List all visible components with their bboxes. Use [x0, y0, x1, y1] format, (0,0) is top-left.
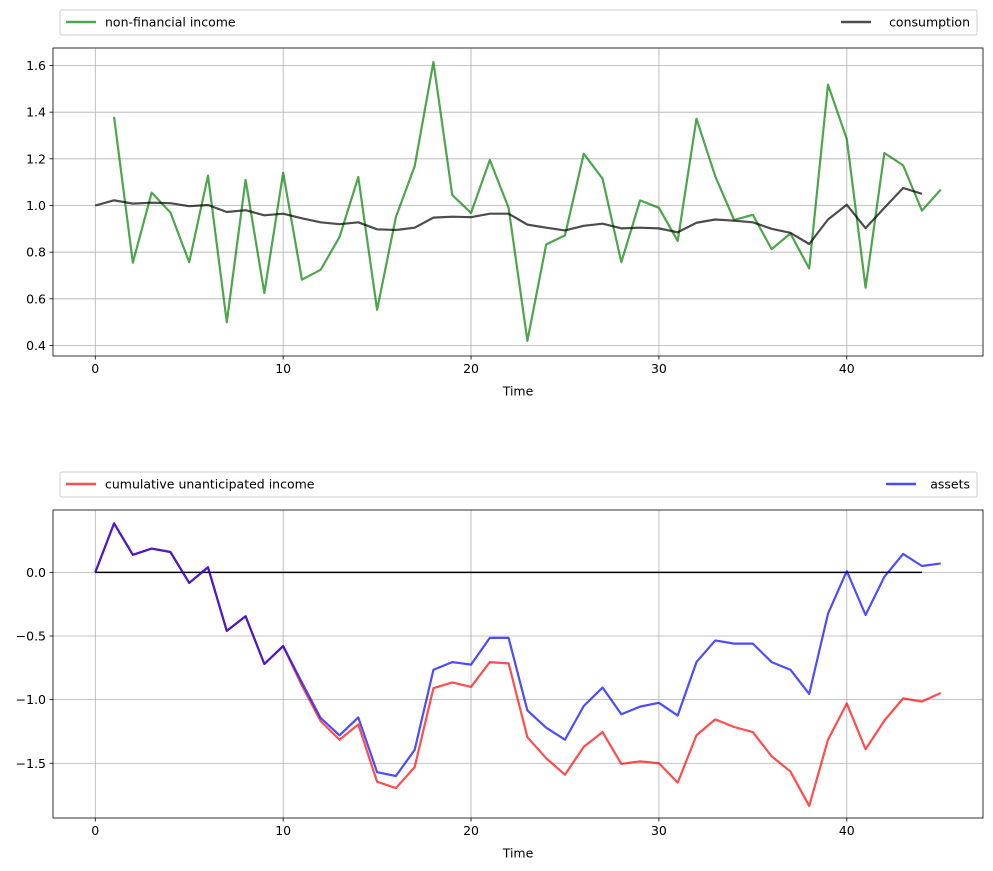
series-line-non-financial-income	[112, 60, 942, 342]
legend-label-consumption: consumption	[889, 15, 970, 30]
y-tick-label: 1.6	[26, 58, 46, 73]
y-tick-label: 1.4	[26, 105, 46, 120]
legend-label-non-financial-income: non-financial income	[105, 15, 236, 30]
x-tick-label: 30	[651, 361, 667, 376]
y-tick-label: 0.4	[26, 338, 46, 353]
x-tick-label: 10	[275, 823, 291, 838]
y-tick-label: −1.5	[16, 756, 46, 771]
x-tick-label: 40	[839, 823, 855, 838]
y-tick-label: −1.0	[16, 692, 46, 707]
top-x-axis-label: Time	[502, 384, 534, 399]
y-tick-label: 1.0	[26, 198, 46, 213]
x-tick-label: 0	[91, 361, 99, 376]
y-tick-label: 0.6	[26, 291, 46, 306]
x-tick-label: 30	[651, 823, 667, 838]
bottom-ticks: 0 10 20 30 40 −1.5 −1.0 −0.5 0.0	[16, 565, 855, 838]
y-tick-label: −0.5	[16, 629, 46, 644]
bottom-x-axis-label: Time	[502, 846, 534, 861]
y-tick-label: 0.8	[26, 245, 46, 260]
top-series-lines	[94, 60, 942, 342]
bottom-gridlines	[53, 510, 983, 818]
y-tick-label: 1.2	[26, 151, 46, 166]
top-chart: non-financial income consumption 0 10 20 30…	[26, 9, 984, 399]
x-tick-label: 20	[463, 361, 479, 376]
bottom-axes-frame	[52, 509, 984, 819]
top-axes-frame	[52, 47, 984, 357]
series-line-consumption	[94, 186, 923, 246]
y-tick-label: 0.0	[26, 565, 46, 580]
x-tick-label: 10	[275, 361, 291, 376]
top-legend	[59, 9, 978, 36]
legend-label-cumulative-unanticipated-income: cumulative unanticipated income	[105, 477, 315, 492]
bottom-series-lines	[94, 522, 942, 808]
x-tick-label: 20	[463, 823, 479, 838]
top-ticks: 0 10 20 30 40 0.4 0.6 0.8 1.0 1.2 1.4 1.6	[26, 58, 855, 376]
x-tick-label: 40	[839, 361, 855, 376]
bottom-chart: cumulative unanticipated income assets 0…	[16, 471, 984, 861]
top-gridlines	[53, 48, 983, 356]
series-line-assets	[94, 522, 941, 778]
x-tick-label: 0	[91, 823, 99, 838]
legend-label-assets: assets	[930, 477, 970, 492]
bottom-legend	[59, 471, 978, 498]
